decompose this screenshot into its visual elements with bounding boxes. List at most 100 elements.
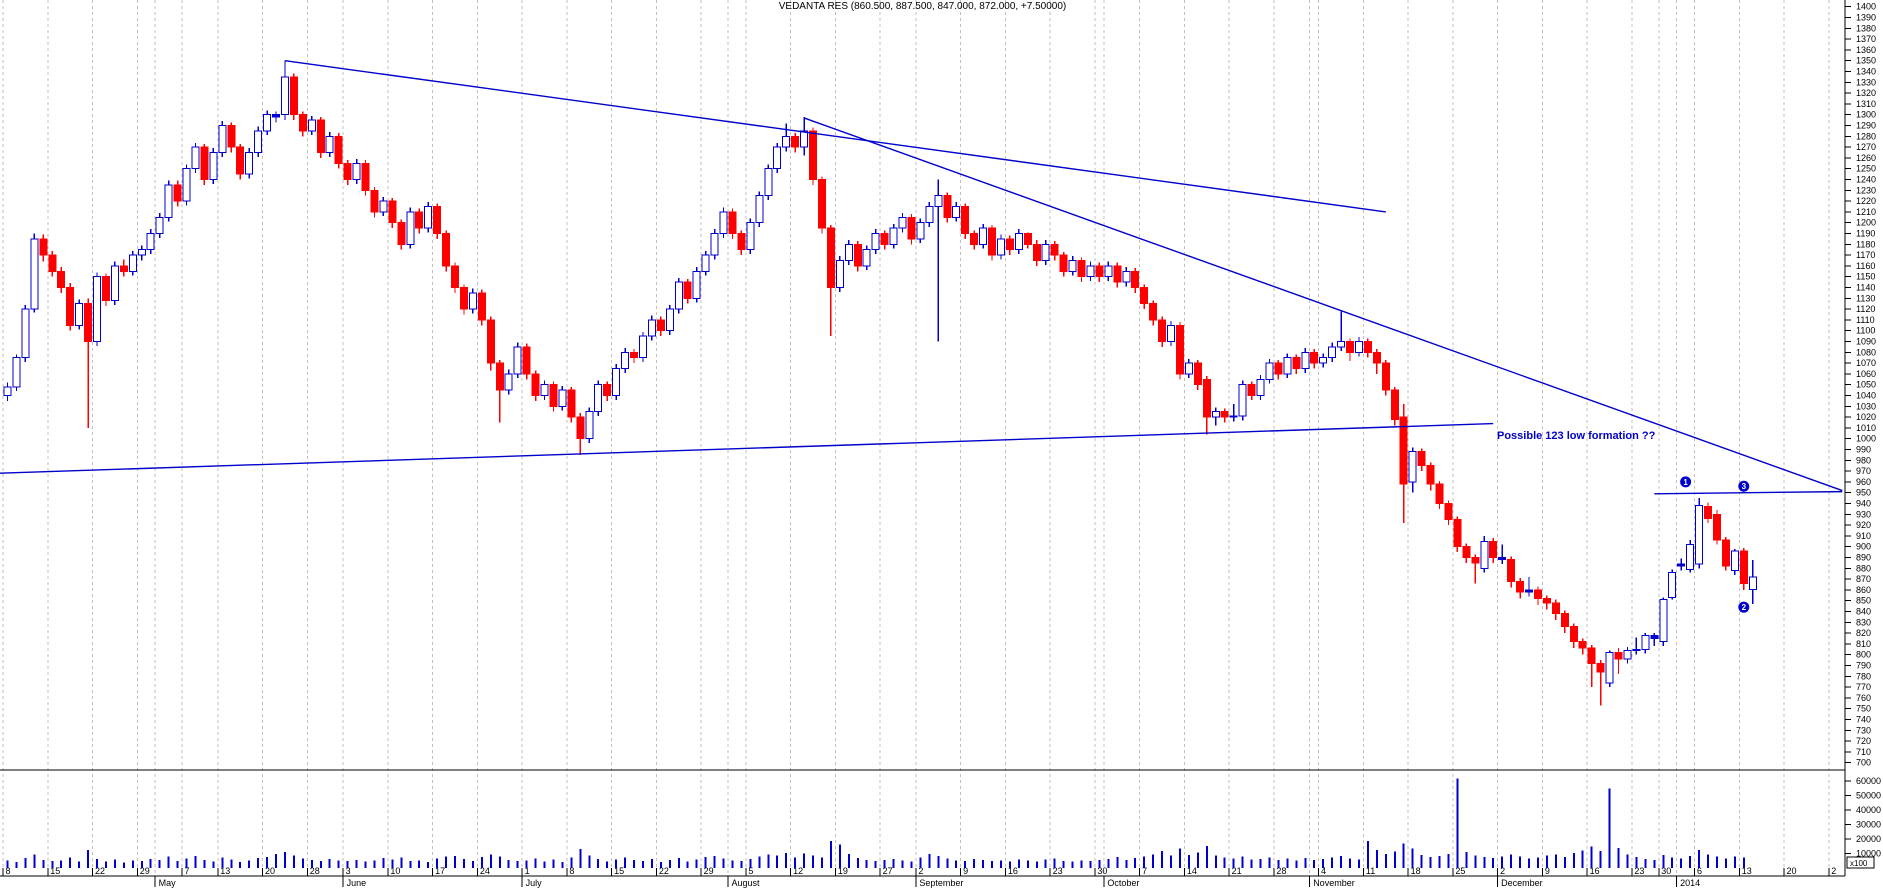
candle-up bbox=[612, 368, 621, 396]
price-tick-label: 750 bbox=[1856, 704, 1871, 714]
candle-up bbox=[773, 146, 782, 170]
candle-up bbox=[746, 222, 755, 251]
price-tick-label: 990 bbox=[1856, 445, 1871, 455]
week-tick-label: 22 bbox=[95, 866, 105, 876]
price-tick-label: 710 bbox=[1856, 747, 1871, 757]
candle-up bbox=[12, 357, 21, 388]
candle-down bbox=[1131, 270, 1140, 288]
candle-down bbox=[1113, 265, 1122, 283]
month-label: 2014 bbox=[1680, 878, 1700, 888]
month-label: December bbox=[1501, 878, 1543, 888]
candle-down bbox=[1149, 303, 1158, 321]
candle-up bbox=[594, 384, 603, 413]
price-tick-label: 790 bbox=[1856, 661, 1871, 671]
price-tick-label: 1040 bbox=[1856, 391, 1876, 401]
candle-down bbox=[1202, 378, 1211, 418]
price-tick-label: 770 bbox=[1856, 682, 1871, 692]
price-tick-label: 720 bbox=[1856, 736, 1871, 746]
candle-up bbox=[1641, 634, 1650, 650]
price-tick-label: 760 bbox=[1856, 693, 1871, 703]
price-tick-label: 860 bbox=[1856, 585, 1871, 595]
candle-up bbox=[75, 303, 84, 326]
candle-up bbox=[424, 206, 433, 229]
candle-down bbox=[101, 276, 110, 301]
candle-up bbox=[1677, 563, 1686, 567]
price-tick-label: 1180 bbox=[1856, 239, 1875, 249]
week-tick-label: 23 bbox=[1634, 866, 1644, 876]
candle-down bbox=[1023, 233, 1032, 245]
candle-down bbox=[791, 135, 800, 148]
candle-down bbox=[66, 287, 75, 326]
candle-up bbox=[1104, 265, 1113, 278]
price-tick-label: 1220 bbox=[1856, 196, 1876, 206]
candle-down bbox=[817, 179, 826, 229]
candle-up bbox=[1525, 589, 1533, 593]
candle-up bbox=[1283, 357, 1292, 375]
candle-down bbox=[988, 227, 996, 256]
candle-down bbox=[1533, 589, 1542, 600]
candle-down bbox=[1292, 357, 1301, 370]
candle-down bbox=[1542, 598, 1551, 604]
price-tick-label: 1390 bbox=[1856, 13, 1876, 23]
price-tick-label: 1230 bbox=[1856, 185, 1876, 195]
price-tick-label: 1080 bbox=[1856, 347, 1876, 357]
week-tick-label: 22 bbox=[659, 866, 669, 876]
candle-down bbox=[459, 287, 468, 310]
week-tick-label: 13 bbox=[220, 866, 230, 876]
candle-up bbox=[1041, 243, 1050, 262]
volume-tick-label: 30000 bbox=[1856, 820, 1881, 830]
candle-down bbox=[1310, 351, 1319, 364]
candle-up bbox=[1605, 652, 1614, 684]
week-tick-label: 2 bbox=[1831, 866, 1836, 876]
candle-down bbox=[236, 146, 245, 175]
candle-up bbox=[862, 249, 871, 267]
candle-up bbox=[1211, 411, 1220, 418]
candle-up bbox=[701, 254, 710, 272]
candle-down bbox=[1587, 647, 1596, 664]
price-tick-label: 1260 bbox=[1856, 153, 1876, 163]
candle-up bbox=[513, 346, 522, 375]
candle-down bbox=[119, 265, 128, 272]
price-tick-label: 1340 bbox=[1856, 67, 1876, 77]
candle-down bbox=[603, 384, 612, 397]
candle-up bbox=[280, 76, 289, 116]
candle-up bbox=[898, 216, 907, 229]
week-tick-label: 2 bbox=[918, 866, 923, 876]
price-tick-label: 1130 bbox=[1856, 293, 1875, 303]
candle-up bbox=[1659, 599, 1668, 643]
candle-down bbox=[522, 346, 531, 375]
candle-down bbox=[1381, 362, 1390, 391]
candle-up bbox=[638, 335, 647, 359]
price-tick-label: 1300 bbox=[1856, 110, 1876, 120]
week-tick-label: 7 bbox=[1142, 866, 1147, 876]
price-tick-label: 1210 bbox=[1856, 207, 1876, 217]
candle-down bbox=[853, 243, 862, 267]
candle-down bbox=[1399, 416, 1408, 485]
week-tick-label: 15 bbox=[50, 866, 60, 876]
candle-down bbox=[477, 292, 486, 321]
candle-up bbox=[1623, 649, 1632, 660]
week-tick-label: 29 bbox=[704, 866, 714, 876]
price-tick-label: 880 bbox=[1856, 563, 1871, 573]
price-tick-label: 850 bbox=[1856, 596, 1871, 606]
price-tick-label: 890 bbox=[1856, 553, 1871, 563]
candle-up bbox=[21, 308, 30, 359]
candle-down bbox=[1712, 513, 1721, 541]
price-tick-label: 1320 bbox=[1856, 88, 1876, 98]
candle-down bbox=[1390, 389, 1399, 420]
price-tick-label: 780 bbox=[1856, 671, 1871, 681]
candle-up bbox=[245, 152, 254, 175]
candle-up bbox=[934, 195, 943, 207]
chart-title: VEDANTA RES (860.500, 887.500, 847.000, … bbox=[778, 1, 1067, 12]
week-tick-label: 18 bbox=[1411, 866, 1421, 876]
candle-up bbox=[674, 281, 683, 310]
pattern-annotation: Possible 123 low formation ?? bbox=[1497, 430, 1656, 442]
candle-down bbox=[567, 389, 576, 418]
volume-tick-label: 40000 bbox=[1856, 805, 1881, 815]
candle-down bbox=[576, 416, 585, 440]
week-tick-label: 27 bbox=[883, 866, 893, 876]
price-tick-label: 1150 bbox=[1856, 272, 1875, 282]
price-tick-label: 1100 bbox=[1856, 326, 1875, 336]
candle-up bbox=[925, 206, 934, 224]
